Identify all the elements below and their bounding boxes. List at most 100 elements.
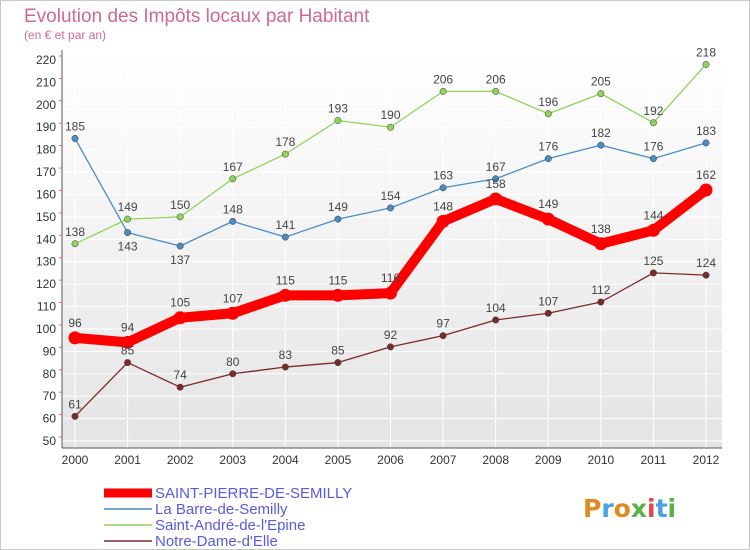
x-tick-label: 2000 xyxy=(62,453,89,467)
data-label-la-barre-de-semilly: 163 xyxy=(433,169,453,183)
data-point-saint-andre-de-l-epine xyxy=(334,117,342,124)
data-label-saint-pierre-de-semilly: 107 xyxy=(223,291,243,305)
data-point-saint-andre-de-l-epine xyxy=(492,87,500,95)
data-point-notre-dame-d-elle xyxy=(649,269,657,277)
x-tick-label: 2007 xyxy=(430,453,457,467)
data-label-la-barre-de-semilly: 167 xyxy=(486,160,506,174)
data-label-saint-pierre-de-semilly: 138 xyxy=(591,222,611,236)
data-point-notre-dame-d-elle xyxy=(439,332,447,340)
data-point-la-barre-de-semilly xyxy=(544,155,552,163)
data-label-saint-andre-de-l-epine: 205 xyxy=(591,75,611,89)
data-label-saint-andre-de-l-epine: 206 xyxy=(486,72,506,86)
data-label-saint-andre-de-l-epine: 196 xyxy=(538,95,558,109)
data-label-saint-pierre-de-semilly: 115 xyxy=(328,273,347,287)
data-point-saint-pierre-de-semilly xyxy=(541,212,555,226)
data-point-la-barre-de-semilly xyxy=(71,134,79,142)
data-label-saint-pierre-de-semilly: 149 xyxy=(538,197,558,211)
data-label-saint-andre-de-l-epine: 149 xyxy=(118,200,138,214)
data-label-saint-andre-de-l-epine: 193 xyxy=(328,102,348,116)
data-label-saint-pierre-de-semilly: 115 xyxy=(276,273,295,287)
data-label-notre-dame-d-elle: 83 xyxy=(279,348,293,362)
data-label-la-barre-de-semilly: 154 xyxy=(380,189,400,203)
data-point-saint-pierre-de-semilly xyxy=(646,223,660,237)
x-tick-label: 2006 xyxy=(377,453,404,467)
series-lines xyxy=(68,61,713,420)
x-tick-label: 2009 xyxy=(535,453,562,467)
data-label-saint-pierre-de-semilly: 105 xyxy=(170,296,190,310)
data-point-la-barre-de-semilly xyxy=(281,233,289,241)
data-label-saint-pierre-de-semilly: 148 xyxy=(433,199,453,213)
data-point-saint-andre-de-l-epine xyxy=(71,240,79,248)
x-tick-label: 2001 xyxy=(114,453,141,467)
data-label-saint-andre-de-l-epine: 218 xyxy=(696,45,716,59)
data-label-notre-dame-d-elle: 104 xyxy=(486,301,506,315)
y-tick-label: 60 xyxy=(43,412,57,426)
y-tick-label: 140 xyxy=(36,232,56,246)
data-label-notre-dame-d-elle: 92 xyxy=(384,328,398,342)
data-label-notre-dame-d-elle: 85 xyxy=(331,344,345,358)
plot-area xyxy=(62,50,722,448)
data-point-notre-dame-d-elle xyxy=(334,359,342,367)
data-label-la-barre-de-semilly: 182 xyxy=(591,126,611,140)
data-label-notre-dame-d-elle: 124 xyxy=(696,256,716,270)
data-label-saint-pierre-de-semilly: 94 xyxy=(121,320,135,334)
data-point-saint-pierre-de-semilly xyxy=(331,288,345,302)
data-label-la-barre-de-semilly: 149 xyxy=(328,200,348,214)
data-point-saint-andre-de-l-epine xyxy=(544,110,552,118)
data-point-notre-dame-d-elle xyxy=(387,343,394,351)
data-label-saint-andre-de-l-epine: 138 xyxy=(65,225,85,239)
y-tick-label: 180 xyxy=(36,143,56,157)
data-point-saint-pierre-de-semilly xyxy=(278,288,292,302)
data-label-saint-andre-de-l-epine: 178 xyxy=(275,135,295,149)
data-point-notre-dame-d-elle xyxy=(176,383,184,391)
y-tick-label: 220 xyxy=(36,53,56,67)
x-tick-label: 2010 xyxy=(587,453,614,467)
x-tick-label: 2008 xyxy=(482,453,509,467)
data-point-notre-dame-d-elle xyxy=(702,271,710,279)
data-label-notre-dame-d-elle: 107 xyxy=(538,294,558,308)
data-label-notre-dame-d-elle: 97 xyxy=(436,317,450,331)
data-label-saint-pierre-de-semilly: 96 xyxy=(68,316,82,330)
proxiti-logo: Proxiti xyxy=(583,494,676,523)
data-point-notre-dame-d-elle xyxy=(544,309,552,317)
data-point-saint-andre-de-l-epine xyxy=(649,119,657,127)
y-axis-ticks: 50 60 70 80 90 100 110 120 130 140 150 160 170 180 190… xyxy=(36,53,56,448)
data-point-saint-pierre-de-semilly xyxy=(594,237,608,251)
proxiti-logo-text: Proxiti xyxy=(583,494,676,523)
data-label-saint-andre-de-l-epine: 206 xyxy=(433,72,453,86)
data-label-notre-dame-d-elle: 61 xyxy=(68,397,82,411)
data-point-notre-dame-d-elle xyxy=(492,316,500,324)
x-axis-ticks: 2000 2001 2002 2003 2004 2005 2006 2007 2008 2009… xyxy=(62,453,720,467)
data-point-la-barre-de-semilly xyxy=(597,141,605,149)
data-label-notre-dame-d-elle: 125 xyxy=(643,254,663,268)
data-label-la-barre-de-semilly: 137 xyxy=(170,253,190,267)
legend-label-saint-pierre-de-semilly: SAINT-PIERRE-DE-SEMILLY xyxy=(155,485,352,502)
data-point-saint-andre-de-l-epine xyxy=(439,87,447,95)
data-labels: 185 143 137 148 141 149 154 163 167 176 182 176 183 1… xyxy=(65,45,716,411)
x-tick-label: 2012 xyxy=(693,453,720,467)
x-tick-label: 2003 xyxy=(219,453,246,467)
data-point-notre-dame-d-elle xyxy=(124,359,132,367)
y-tick-label: 120 xyxy=(36,277,56,291)
chart-subtitle: (en € et par an) xyxy=(24,28,106,42)
legend-label-notre-dame-d-elle: Notre-Dame-d'Elle xyxy=(155,533,278,550)
data-point-la-barre-de-semilly xyxy=(702,139,710,147)
y-tick-label: 70 xyxy=(43,389,57,403)
chart-title: Evolution des Impôts locaux par Habitant xyxy=(24,6,370,27)
data-point-la-barre-de-semilly xyxy=(439,184,447,192)
data-label-saint-pierre-de-semilly: 158 xyxy=(486,177,506,191)
data-label-la-barre-de-semilly: 148 xyxy=(223,202,243,216)
data-point-notre-dame-d-elle xyxy=(281,363,289,371)
data-point-la-barre-de-semilly xyxy=(492,175,500,183)
data-point-la-barre-de-semilly xyxy=(334,215,342,223)
data-label-la-barre-de-semilly: 176 xyxy=(538,140,558,154)
legend-label-la-barre-de-semilly: La Barre-de-Semilly xyxy=(155,501,288,518)
y-tick-label: 80 xyxy=(43,367,57,381)
data-point-saint-andre-de-l-epine xyxy=(124,215,132,223)
data-label-la-barre-de-semilly: 141 xyxy=(275,218,295,232)
data-point-saint-pierre-de-semilly xyxy=(226,306,240,320)
y-tick-label: 150 xyxy=(36,210,56,224)
data-label-saint-pierre-de-semilly: 162 xyxy=(696,168,716,182)
data-label-saint-andre-de-l-epine: 192 xyxy=(643,104,663,118)
